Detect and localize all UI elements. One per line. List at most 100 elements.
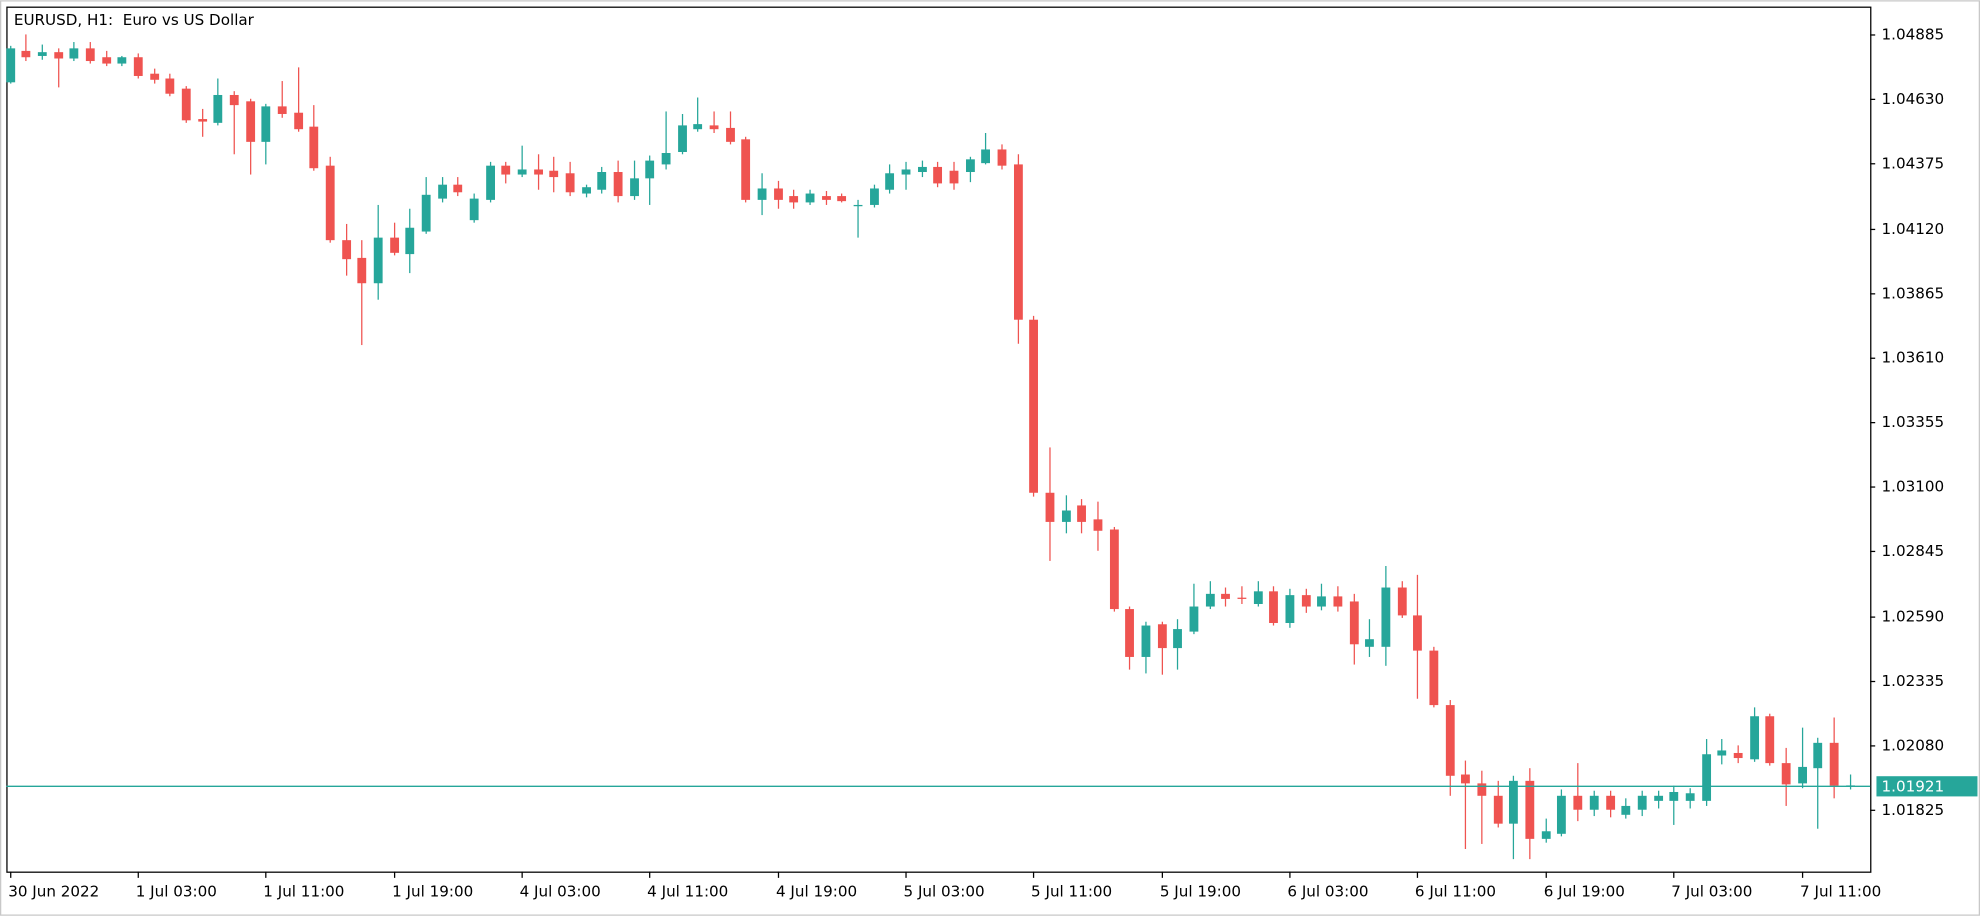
y-tick-label: 1.02335 (1882, 672, 1945, 690)
candle-body (1205, 593, 1215, 607)
candle-body (1365, 639, 1374, 647)
candle-body (1317, 596, 1326, 607)
candle-body (837, 196, 847, 202)
candle-body (517, 169, 527, 175)
candle-body (102, 57, 112, 64)
candle-body (1685, 793, 1695, 801)
candle-body (229, 94, 239, 106)
x-tick-label: 1 Jul 03:00 (136, 882, 217, 900)
x-tick-label: 7 Jul 11:00 (1800, 882, 1881, 900)
candle-body (885, 173, 895, 190)
candle-body (565, 173, 575, 193)
candle-body (165, 78, 175, 94)
x-tick-label: 4 Jul 03:00 (520, 882, 601, 900)
candle-body (357, 257, 367, 284)
candle-body (949, 170, 959, 184)
candle-body (309, 126, 319, 169)
candle-body (1333, 596, 1343, 607)
candle-body (789, 196, 799, 203)
candle-body (1189, 606, 1199, 632)
candle-body (198, 119, 208, 122)
y-tick-label: 1.04885 (1882, 25, 1945, 43)
candle-body (822, 196, 831, 200)
candle-body (486, 165, 495, 200)
candle-body (277, 106, 287, 114)
candle-body (1253, 591, 1263, 604)
y-tick-label: 1.04375 (1882, 154, 1945, 172)
candle-body (117, 57, 127, 64)
candle-body (1429, 650, 1439, 706)
candle-body (1397, 587, 1407, 616)
candle-body (438, 184, 448, 199)
candle-body (1109, 529, 1119, 610)
candle-body (1750, 716, 1760, 760)
y-tick-label: 1.04120 (1882, 220, 1945, 238)
candle-body (501, 165, 511, 175)
candle-body (1654, 795, 1664, 801)
candle-body (1829, 742, 1839, 786)
candle-body (981, 149, 990, 164)
x-tick-label: 4 Jul 19:00 (776, 882, 857, 900)
candle-body (1702, 754, 1712, 801)
candle-body (918, 166, 927, 173)
candle-body (678, 125, 687, 152)
candle-body (1285, 595, 1295, 623)
candle-body (853, 204, 863, 207)
candle-body (6, 48, 16, 83)
last-price-label: 1.01921 (1882, 777, 1945, 795)
candle-body (709, 125, 719, 130)
candle-body (21, 50, 31, 58)
candle-body (1221, 593, 1230, 599)
candle-body (1093, 519, 1103, 531)
candle-body (549, 170, 559, 178)
candle-body (213, 94, 223, 123)
candle-body (1606, 795, 1616, 810)
candle-body (1125, 609, 1134, 657)
candle-body (85, 48, 95, 62)
candle-body (1301, 595, 1311, 607)
candle-body (741, 139, 751, 200)
candle-body (933, 166, 943, 184)
candle-body (342, 240, 352, 260)
y-tick-label: 1.02080 (1882, 736, 1945, 754)
candle-body (1508, 780, 1518, 824)
candle-body (582, 187, 591, 194)
x-tick-label: 7 Jul 03:00 (1671, 882, 1752, 900)
candle-body (1461, 774, 1470, 784)
candle-body (726, 127, 735, 142)
candle-body (1141, 625, 1151, 657)
candle-body (597, 172, 607, 190)
candle-body (613, 172, 623, 197)
candle-body (1381, 587, 1391, 647)
x-tick-label: 30 Jun 2022 (8, 882, 99, 900)
candle-body (1061, 510, 1071, 522)
candle-body (1637, 795, 1647, 810)
candle-body (774, 188, 783, 200)
candle-body (1157, 624, 1167, 649)
candle-body (261, 106, 271, 142)
candle-body (1349, 601, 1359, 645)
candle-body (901, 169, 911, 175)
y-tick-label: 1.02845 (1882, 542, 1945, 560)
candle-body (1077, 505, 1086, 522)
candle-body (405, 227, 415, 255)
candle-body (1733, 752, 1743, 759)
candle-body (1765, 716, 1775, 764)
x-tick-label: 5 Jul 11:00 (1031, 882, 1112, 900)
last-price-box (1876, 776, 1978, 797)
candle-body (1525, 780, 1535, 839)
candle-body (453, 184, 463, 193)
candle-body (54, 52, 64, 59)
candle-body (1589, 795, 1599, 810)
x-tick-label: 4 Jul 11:00 (647, 882, 728, 900)
y-tick-label: 1.03100 (1882, 478, 1945, 496)
candle-body (1237, 597, 1247, 599)
y-tick-label: 1.04630 (1882, 90, 1945, 108)
candle-body (534, 169, 543, 175)
candle-body (1813, 742, 1823, 769)
x-tick-label: 5 Jul 03:00 (904, 882, 985, 900)
candle-body (421, 194, 431, 232)
